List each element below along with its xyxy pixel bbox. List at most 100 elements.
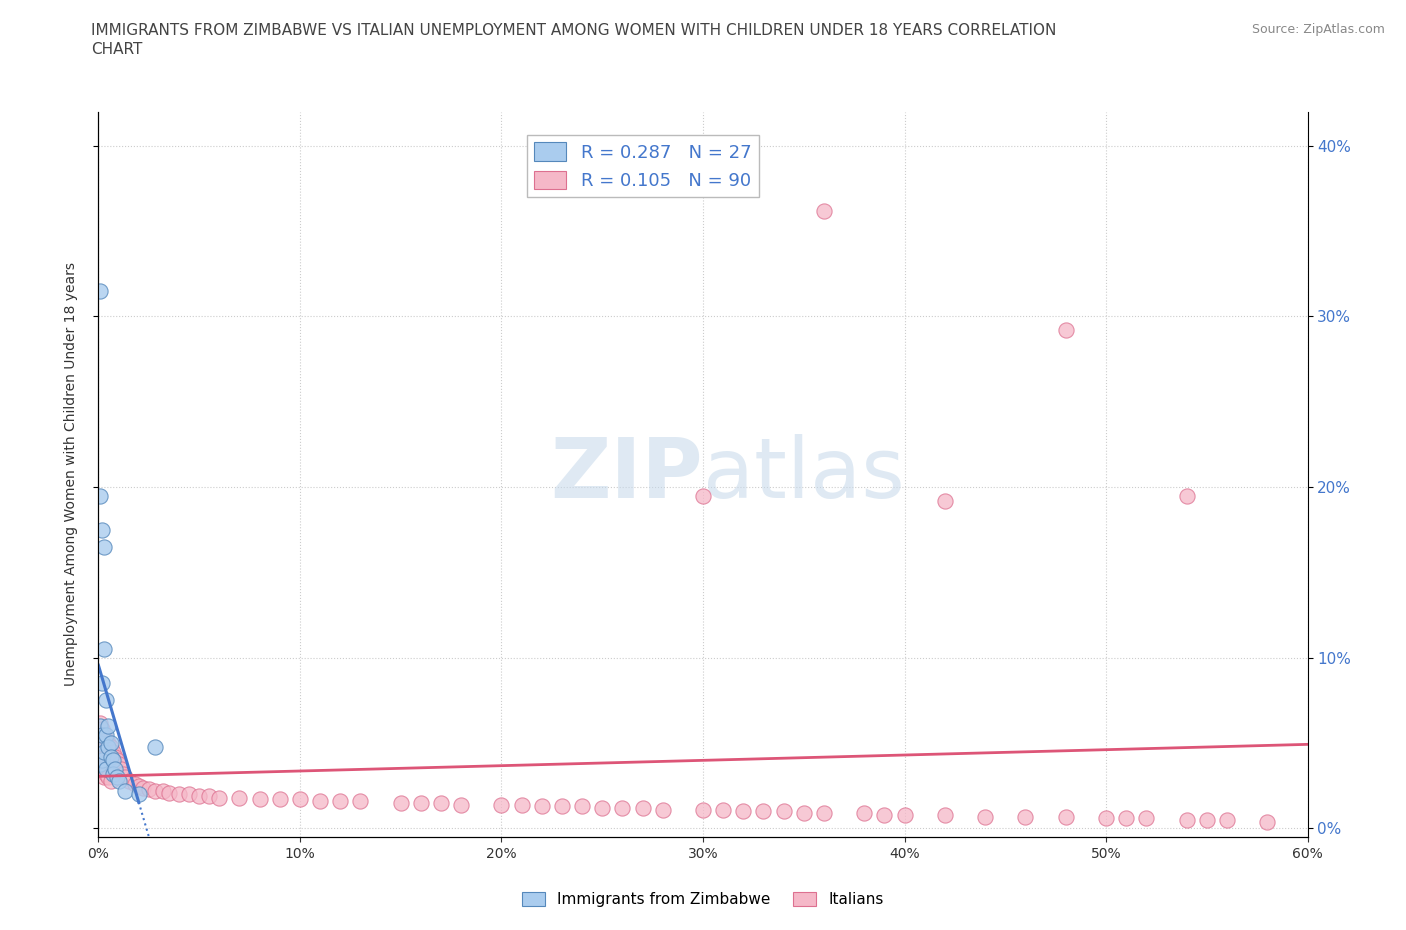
Point: [228, 790, 250, 805]
Point: [96, 732, 118, 747]
Point: [103, 762, 125, 777]
Legend: R = 0.287   N = 27, R = 0.105   N = 90: R = 0.287 N = 27, R = 0.105 N = 90: [526, 135, 759, 197]
Point: [91, 523, 114, 538]
Text: IMMIGRANTS FROM ZIMBABWE VS ITALIAN UNEMPLOYMENT AMONG WOMEN WITH CHILDREN UNDER: IMMIGRANTS FROM ZIMBABWE VS ITALIAN UNEM…: [91, 23, 1057, 38]
Point: [111, 766, 134, 781]
Point: [1135, 811, 1157, 826]
Point: [89, 750, 111, 764]
Point: [132, 780, 155, 795]
Point: [101, 752, 124, 767]
Point: [772, 804, 794, 818]
Point: [143, 783, 166, 798]
Point: [100, 756, 122, 771]
Point: [249, 792, 271, 807]
Point: [198, 789, 221, 804]
Point: [101, 766, 124, 781]
Point: [89, 736, 111, 751]
Point: [91, 739, 114, 754]
Point: [96, 762, 118, 777]
Point: [110, 762, 132, 777]
Point: [103, 766, 125, 781]
Point: [188, 789, 211, 804]
Point: [167, 787, 190, 802]
Point: [974, 809, 997, 824]
Point: [1095, 811, 1118, 826]
Point: [91, 756, 114, 771]
Point: [91, 722, 114, 737]
Point: [692, 803, 714, 817]
Point: [100, 773, 122, 788]
Point: [179, 787, 201, 802]
Point: [97, 719, 120, 734]
Point: [288, 792, 311, 807]
Point: [152, 783, 174, 798]
Point: [100, 750, 122, 764]
Point: [813, 805, 835, 820]
Point: [91, 727, 114, 742]
Point: [612, 801, 634, 816]
Text: ZIP: ZIP: [551, 433, 703, 515]
Text: atlas: atlas: [703, 433, 904, 515]
Point: [105, 752, 128, 767]
Point: [100, 736, 122, 751]
Point: [114, 770, 136, 785]
Point: [93, 727, 115, 742]
Point: [89, 488, 111, 503]
Point: [89, 732, 111, 747]
Point: [450, 797, 472, 812]
Point: [1054, 323, 1077, 338]
Point: [631, 801, 654, 816]
Point: [853, 805, 876, 820]
Point: [128, 787, 150, 802]
Point: [89, 756, 111, 771]
Text: CHART: CHART: [91, 42, 143, 57]
Point: [934, 493, 956, 508]
Point: [96, 693, 118, 708]
Point: [692, 488, 714, 503]
Point: [93, 539, 115, 554]
Point: [530, 799, 553, 814]
Point: [934, 807, 956, 822]
Point: [114, 783, 136, 798]
Point: [93, 739, 115, 754]
Point: [873, 807, 896, 822]
Point: [107, 773, 129, 788]
Point: [93, 770, 115, 785]
Point: [96, 727, 118, 742]
Point: [430, 795, 453, 810]
Point: [208, 790, 231, 805]
Point: [93, 744, 115, 759]
Point: [100, 739, 122, 754]
Point: [571, 799, 593, 814]
Point: [96, 750, 118, 764]
Point: [309, 793, 332, 808]
Point: [1256, 814, 1278, 829]
Point: [813, 203, 835, 218]
Legend: Immigrants from Zimbabwe, Italians: Immigrants from Zimbabwe, Italians: [516, 885, 890, 913]
Text: Source: ZipAtlas.com: Source: ZipAtlas.com: [1251, 23, 1385, 36]
Point: [1115, 811, 1137, 826]
Point: [97, 770, 120, 785]
Point: [101, 762, 124, 777]
Point: [793, 805, 815, 820]
Point: [733, 804, 755, 818]
Point: [893, 807, 915, 822]
Point: [329, 793, 352, 808]
Point: [349, 793, 371, 808]
Point: [711, 803, 734, 817]
Point: [752, 804, 775, 818]
Point: [157, 785, 180, 800]
Point: [118, 773, 141, 788]
Point: [591, 801, 613, 816]
Point: [491, 797, 513, 812]
Point: [89, 284, 111, 299]
Point: [96, 766, 118, 781]
Point: [269, 792, 291, 807]
Point: [1175, 488, 1198, 503]
Point: [89, 715, 111, 730]
Point: [124, 777, 146, 791]
Point: [103, 750, 125, 764]
Point: [93, 756, 115, 771]
Point: [1054, 809, 1077, 824]
Point: [138, 782, 160, 797]
